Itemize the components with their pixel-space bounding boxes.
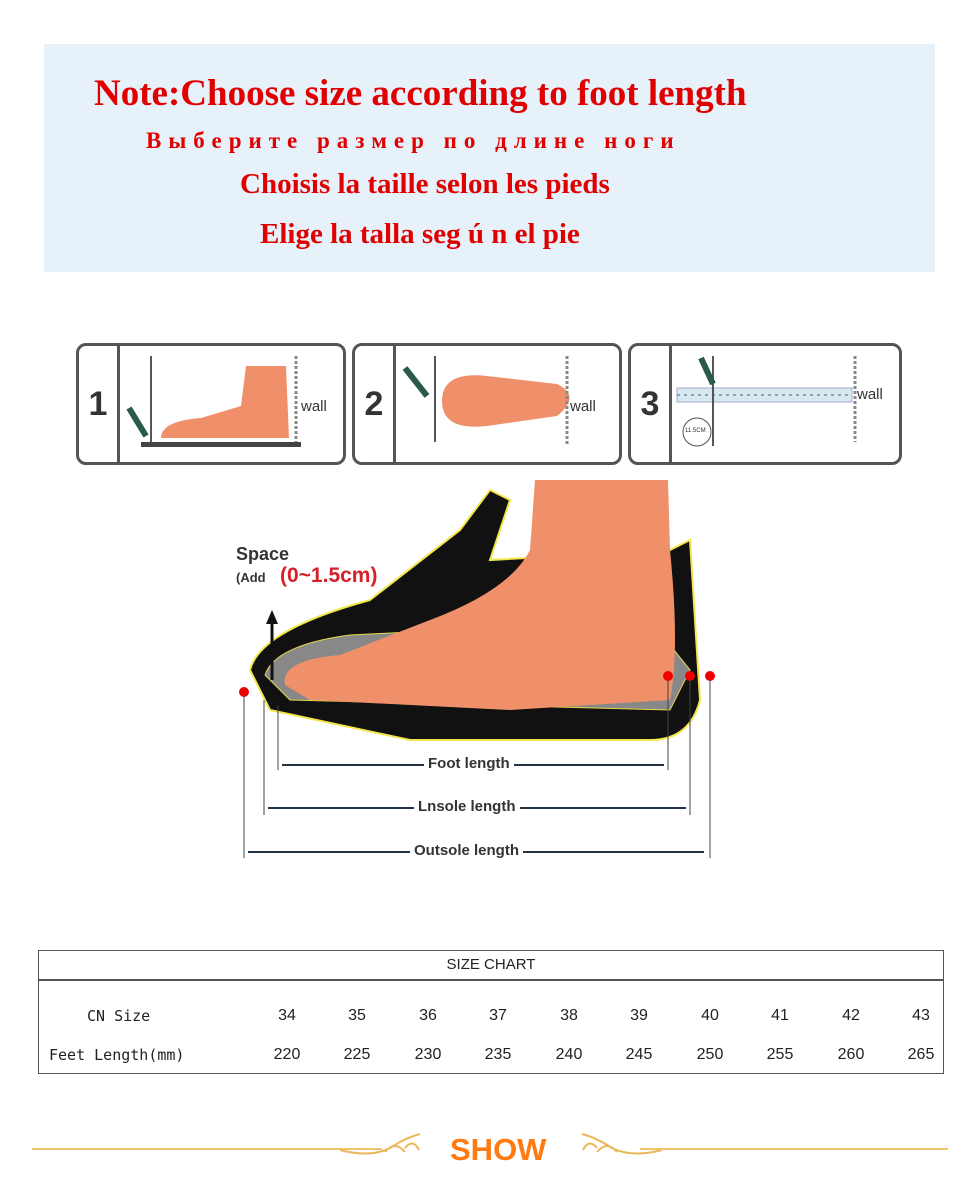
outsole-length-label: Outsole length (410, 842, 523, 859)
table-cell: 34 (278, 1007, 296, 1024)
wall-label: wall (570, 398, 596, 415)
table-cell: 220 (273, 1046, 301, 1063)
table-cell: 37 (489, 1007, 507, 1024)
space-add: (Add (236, 570, 266, 585)
table-cell: 36 (419, 1007, 437, 1024)
table-cell: 35 (348, 1007, 366, 1024)
size-chart: SIZE CHART CN Size 34 35 36 37 38 39 40 … (38, 950, 944, 1074)
table-cell: 260 (837, 1046, 865, 1063)
ornament-right-icon (581, 1133, 663, 1155)
wall-label: wall (301, 398, 327, 415)
divider-line-left (32, 1148, 382, 1150)
size-chart-title: SIZE CHART (39, 951, 943, 981)
step-number: 2 (355, 346, 396, 462)
foot-length-label: Foot length (424, 755, 514, 772)
step-number: 1 (79, 346, 120, 462)
table-cell: 255 (766, 1046, 794, 1063)
ruler-icon (676, 356, 857, 447)
table-cell: 245 (625, 1046, 653, 1063)
step-number: 3 (631, 346, 672, 462)
shoe-foot-illustration (239, 480, 715, 858)
table-cell: 41 (771, 1007, 789, 1024)
note-banner: Note:Choose size according to foot lengt… (44, 44, 935, 272)
table-cell: 42 (842, 1007, 860, 1024)
step-1: 1 wall (76, 343, 346, 465)
show-label: SHOW (450, 1132, 547, 1167)
table-cell: 225 (343, 1046, 371, 1063)
table-cell: 40 (701, 1007, 719, 1024)
table-cell: 43 (912, 1007, 930, 1024)
divider-line-right (640, 1148, 948, 1150)
row-header: CN Size (87, 1007, 151, 1025)
note-english: Note:Choose size according to foot lengt… (94, 73, 747, 114)
table-cell: 240 (555, 1046, 583, 1063)
table-cell: 265 (907, 1046, 935, 1063)
wall-label: wall (857, 386, 883, 403)
note-spanish: Elige la talla seg ú n el pie (260, 218, 580, 250)
table-cell: 230 (414, 1046, 442, 1063)
step-2: 2 wall (352, 343, 622, 465)
table-cell: 38 (560, 1007, 578, 1024)
insole-length-label: Lnsole length (414, 798, 520, 815)
note-french: Choisis la taille selon les pieds (240, 168, 610, 200)
table-cell: 235 (484, 1046, 512, 1063)
note-russian: Выберите размер по длине ноги (146, 128, 681, 153)
ruler-badge: 11.5CM (685, 428, 706, 434)
space-range: (0~1.5cm) (280, 564, 378, 587)
show-divider: SHOW (0, 1130, 980, 1170)
shoe-length-diagram: Space (Add (0~1.5cm) Foot length Lnsole … (230, 470, 730, 875)
foot-top-icon (402, 356, 570, 446)
ornament-left-icon (339, 1133, 421, 1155)
step-3: 3 11.5CM wall (628, 343, 902, 465)
space-title: Space (236, 544, 290, 564)
table-cell: 250 (696, 1046, 724, 1063)
row-header: Feet Length(mm) (49, 1046, 185, 1064)
foot-side-icon (126, 356, 301, 447)
table-cell: 39 (630, 1007, 648, 1024)
